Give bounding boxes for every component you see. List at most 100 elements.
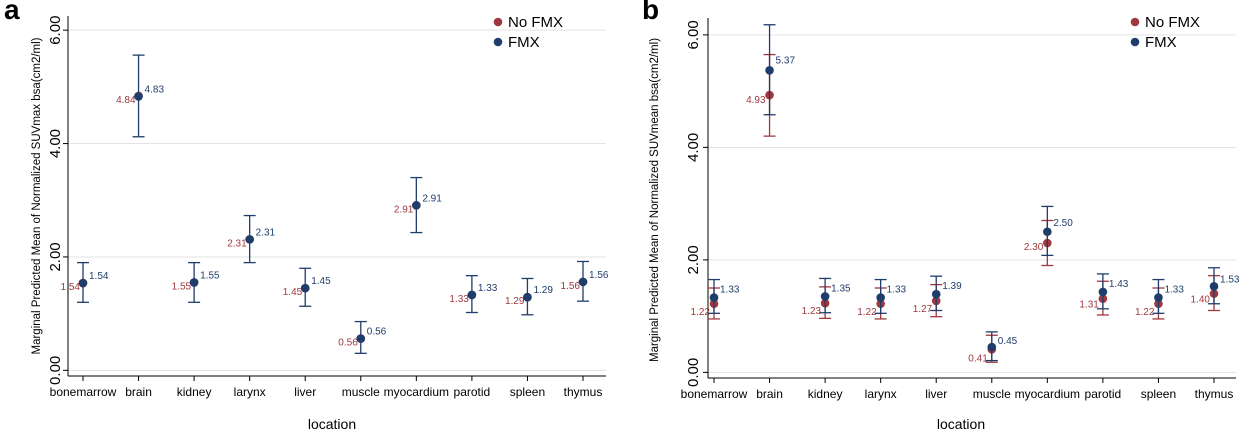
data-label: 1.33 xyxy=(887,285,907,296)
data-label: 1.54 xyxy=(61,282,81,293)
y-tick-label: 2.00 xyxy=(685,245,702,274)
data-point xyxy=(245,235,254,244)
legend-label: No FMX xyxy=(1145,14,1200,31)
data-label: 1.55 xyxy=(200,270,220,281)
data-point xyxy=(300,283,310,293)
data-label: 1.53 xyxy=(1220,274,1240,285)
data-point xyxy=(820,292,830,301)
x-tick-label: thymus xyxy=(564,385,603,399)
x-tick-label: parotid xyxy=(454,385,491,399)
y-tick-label: 0.00 xyxy=(47,356,64,385)
data-label: 1.43 xyxy=(1109,279,1129,290)
x-tick-label: spleen xyxy=(1141,387,1176,401)
data-label: 2.31 xyxy=(256,227,276,238)
data-point xyxy=(189,278,199,287)
x-tick-label: spleen xyxy=(510,385,545,399)
data-label: 1.54 xyxy=(89,271,109,282)
data-point xyxy=(987,342,997,352)
data-point xyxy=(523,292,532,302)
data-label: 1.29 xyxy=(505,296,525,307)
x-tick-label: bonemarrow xyxy=(681,387,748,401)
data-point xyxy=(1098,287,1108,297)
data-label: 5.37 xyxy=(776,55,796,66)
legend-marker xyxy=(1130,17,1140,27)
data-point xyxy=(931,289,941,299)
data-point xyxy=(765,66,774,75)
data-label: 4.93 xyxy=(746,95,766,106)
legend-label: No FMX xyxy=(508,14,563,31)
data-label: 1.27 xyxy=(913,304,933,315)
data-label: 1.35 xyxy=(831,283,851,294)
panel-b: b 0.00 2.00 4.00 6.00 bonemarrow brain kidney l… xyxy=(622,0,1244,434)
x-tick-label: muscle xyxy=(342,385,380,399)
data-label: 1.40 xyxy=(1191,295,1211,306)
y-axis-title: Marginal Predicted Mean of Normalized SU… xyxy=(31,37,43,354)
y-tick-label: 0.00 xyxy=(685,358,702,387)
data-label: 2.91 xyxy=(394,204,414,215)
x-tick-label: kidney xyxy=(177,385,212,399)
x-axis-title: location xyxy=(937,416,985,432)
x-tick-label: larynx xyxy=(234,385,266,399)
data-label: 4.83 xyxy=(145,85,165,96)
x-tick-label: brain xyxy=(756,387,783,401)
data-point xyxy=(876,293,885,302)
data-label: 1.22 xyxy=(691,307,711,318)
x-tick-label: parotid xyxy=(1085,387,1122,401)
data-point xyxy=(578,277,588,287)
data-label: 1.33 xyxy=(1164,285,1184,296)
x-tick-label: larynx xyxy=(865,387,897,401)
data-point xyxy=(1209,282,1219,291)
data-label: 0.41 xyxy=(968,353,988,364)
data-point xyxy=(1154,293,1163,302)
data-point xyxy=(412,201,421,210)
x-tick-label: liver xyxy=(294,385,316,399)
data-point xyxy=(1043,227,1052,237)
data-label: 1.29 xyxy=(533,285,553,296)
data-label: 2.30 xyxy=(1024,242,1044,253)
data-label: 1.31 xyxy=(1079,300,1099,311)
data-label: 1.45 xyxy=(283,287,303,298)
y-tick-label: 6.00 xyxy=(47,16,64,45)
y-tick-label: 2.00 xyxy=(47,242,64,271)
data-point xyxy=(78,278,88,288)
data-label: 4.84 xyxy=(116,95,136,106)
data-label: 1.39 xyxy=(942,281,962,292)
y-tick-label: 4.00 xyxy=(47,129,64,158)
x-tick-label: kidney xyxy=(808,387,843,401)
data-point xyxy=(709,293,719,302)
data-label: 1.23 xyxy=(802,306,822,317)
data-label: 2.50 xyxy=(1053,218,1073,229)
y-axis-title: Marginal Predicted Mean of Normalized SU… xyxy=(649,38,661,362)
x-tick-label: myocardium xyxy=(1015,387,1080,401)
legend-label: FMX xyxy=(1145,34,1177,51)
x-tick-label: muscle xyxy=(973,387,1011,401)
data-label: 2.31 xyxy=(227,238,247,249)
panel-letter: b xyxy=(642,0,660,25)
data-label: 0.56 xyxy=(338,338,358,349)
data-label: 1.56 xyxy=(589,270,609,281)
y-tick-label: 4.00 xyxy=(685,133,702,162)
x-axis-title: location xyxy=(308,416,356,432)
data-point xyxy=(467,290,477,300)
data-label: 1.45 xyxy=(311,276,331,287)
x-tick-label: liver xyxy=(925,387,947,401)
y-tick-label: 6.00 xyxy=(685,20,702,49)
data-label: 1.56 xyxy=(561,281,581,292)
legend-label: FMX xyxy=(508,34,540,51)
legend-marker xyxy=(493,37,503,47)
chart-b: 0.00 2.00 4.00 6.00 bonemarrow brain kidney lar… xyxy=(649,14,1240,432)
data-point xyxy=(356,334,366,343)
panel-letter: a xyxy=(4,0,20,25)
data-label: 1.33 xyxy=(449,294,469,305)
data-label: 0.45 xyxy=(998,336,1018,347)
data-label: 1.22 xyxy=(1135,307,1155,318)
legend-marker xyxy=(493,17,503,27)
x-tick-label: thymus xyxy=(1195,387,1234,401)
x-tick-label: bonemarrow xyxy=(50,385,117,399)
panel-a: a 0.00 2.00 4.00 6.00 bonemarrow brain kidney l… xyxy=(4,0,609,432)
data-label: 1.33 xyxy=(478,283,498,294)
data-label: 2.91 xyxy=(422,193,442,204)
data-label: 1.55 xyxy=(172,281,192,292)
data-label: 0.56 xyxy=(367,327,387,338)
data-label: 1.22 xyxy=(857,307,877,318)
